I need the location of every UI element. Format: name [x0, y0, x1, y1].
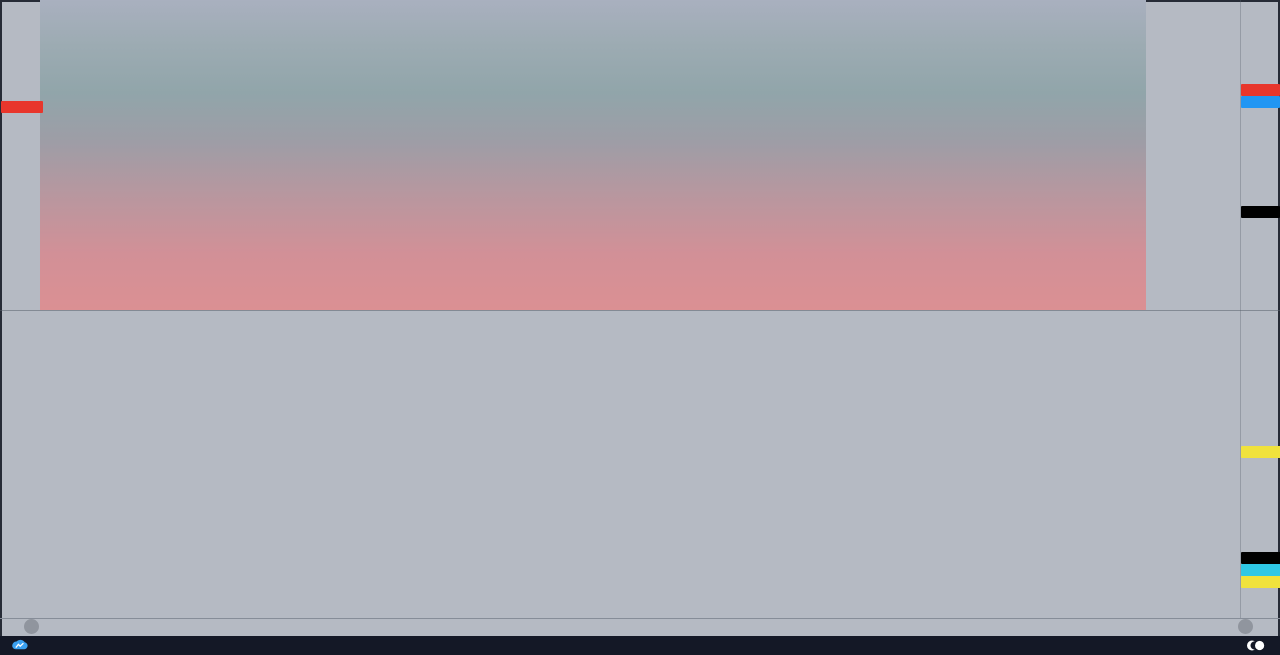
tradingview-brand[interactable]	[10, 639, 35, 653]
ath-level-badge	[1241, 446, 1280, 458]
right-axis-separator	[1240, 0, 1241, 618]
too-buy-level-badge	[1241, 84, 1280, 96]
panel-divider	[0, 310, 1280, 311]
ema-value-badge	[1241, 564, 1280, 576]
wma-value-badge	[1241, 576, 1280, 588]
scroll-left-handle[interactable]	[24, 619, 39, 634]
cryptoquant-brand[interactable]	[1247, 639, 1270, 652]
zero-level-badge	[1241, 206, 1280, 218]
tradingview-logo-icon	[12, 639, 28, 649]
cryptoquant-logo-icon	[1247, 640, 1265, 651]
last-price-badge	[1, 101, 43, 113]
footer-bar	[0, 636, 1280, 655]
ma-value-badge	[1241, 552, 1280, 564]
chart-canvas[interactable]	[0, 0, 1280, 618]
date-axis[interactable]	[0, 618, 1280, 637]
scroll-right-handle[interactable]	[1238, 619, 1253, 634]
funding-current-badge	[1241, 96, 1280, 108]
funding-gradient-background	[40, 0, 1146, 310]
